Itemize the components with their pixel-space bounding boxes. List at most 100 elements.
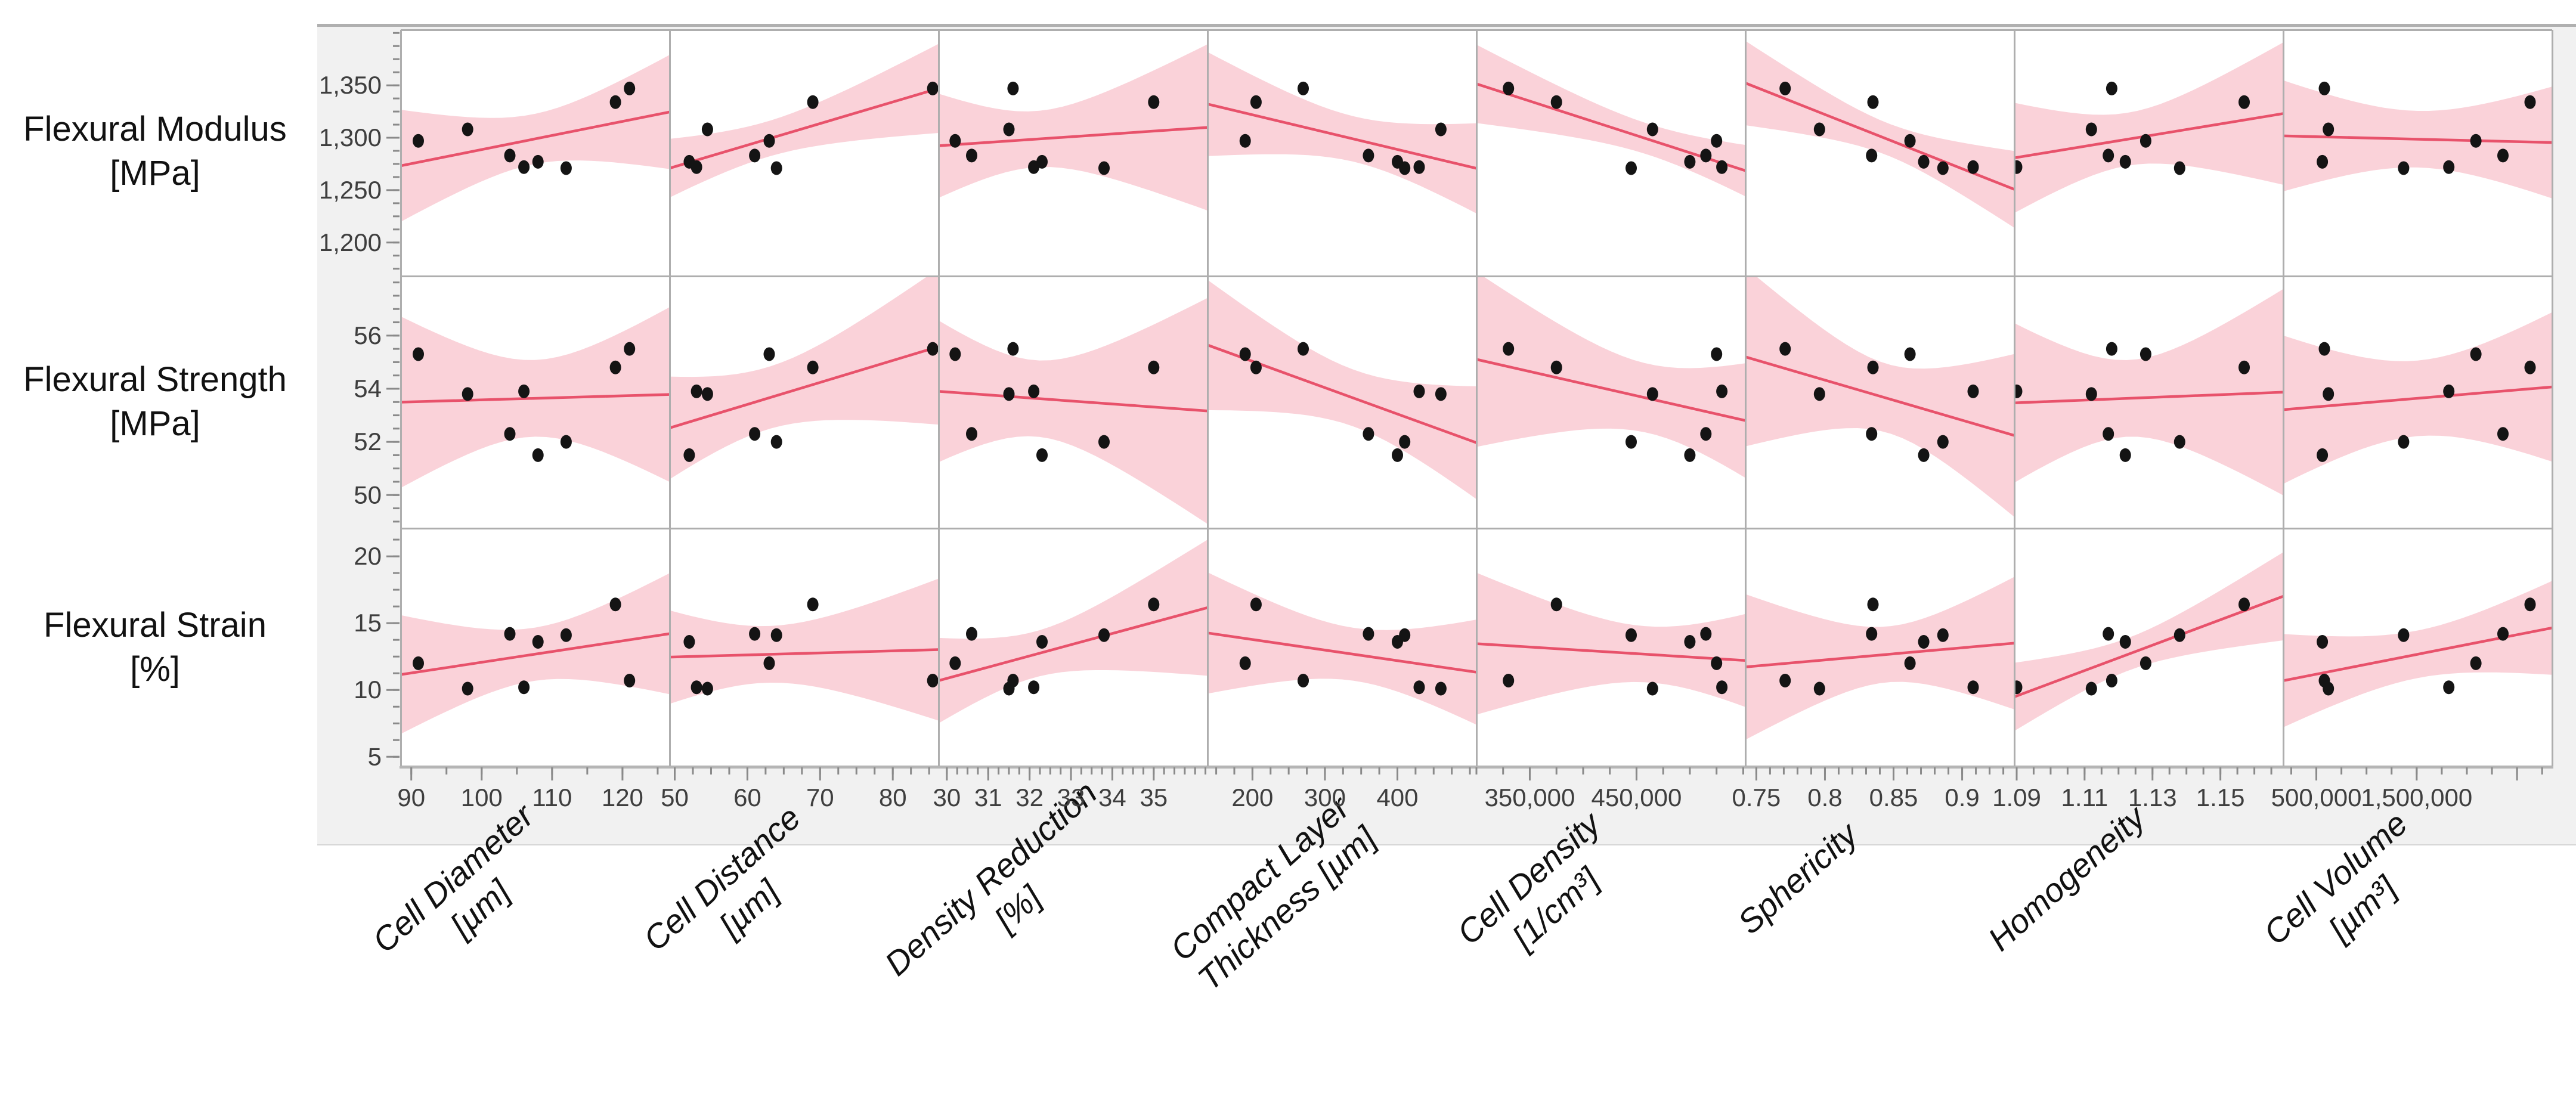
data-point[interactable] — [1711, 656, 1723, 670]
data-point[interactable] — [1148, 597, 1160, 612]
data-point[interactable] — [518, 680, 530, 695]
scatter-cell-strain-vol[interactable] — [2283, 528, 2552, 766]
data-point[interactable] — [949, 656, 961, 670]
scatter-cell-strain-hom[interactable] — [2014, 528, 2283, 766]
data-point[interactable] — [1866, 148, 1878, 163]
data-point[interactable] — [2323, 387, 2334, 401]
data-point[interactable] — [1007, 674, 1019, 687]
scatter-cell-strain-dr[interactable] — [939, 528, 1208, 766]
data-point[interactable] — [2119, 154, 2131, 169]
data-point[interactable] — [1711, 134, 1723, 148]
data-point[interactable] — [1646, 122, 1658, 137]
data-point[interactable] — [1918, 635, 1930, 649]
data-point[interactable] — [1435, 681, 1447, 696]
data-point[interactable] — [2317, 635, 2329, 649]
data-point[interactable] — [1239, 134, 1251, 148]
data-point[interactable] — [2443, 384, 2455, 398]
data-point[interactable] — [1098, 435, 1110, 449]
data-point[interactable] — [413, 656, 424, 670]
data-point[interactable] — [609, 597, 621, 612]
data-point[interactable] — [683, 635, 695, 649]
data-point[interactable] — [1098, 628, 1110, 642]
data-point[interactable] — [1413, 160, 1425, 174]
data-point[interactable] — [2238, 95, 2250, 109]
data-point[interactable] — [691, 384, 702, 398]
data-point[interactable] — [691, 680, 702, 695]
data-point[interactable] — [1967, 680, 1979, 695]
data-point[interactable] — [2317, 448, 2329, 462]
data-point[interactable] — [1007, 81, 1019, 95]
data-point[interactable] — [1250, 597, 1262, 612]
data-point[interactable] — [1684, 635, 1696, 649]
data-point[interactable] — [1028, 680, 1040, 695]
data-point[interactable] — [1239, 656, 1251, 670]
data-point[interactable] — [462, 681, 473, 696]
data-point[interactable] — [609, 95, 621, 109]
data-point[interactable] — [624, 81, 636, 95]
data-point[interactable] — [2174, 628, 2185, 642]
scatter-cell-mod-hom[interactable] — [2014, 30, 2283, 276]
data-point[interactable] — [532, 635, 544, 649]
data-point[interactable] — [1867, 360, 1879, 374]
scatter-cell-mod-dia[interactable] — [401, 30, 670, 276]
data-point[interactable] — [2323, 122, 2334, 137]
data-point[interactable] — [1646, 681, 1658, 696]
data-point[interactable] — [2119, 448, 2131, 462]
data-point[interactable] — [2140, 656, 2151, 670]
scatter-cell-mod-cl[interactable] — [1208, 30, 1476, 276]
data-point[interactable] — [1779, 674, 1791, 687]
scatter-cell-strain-cl[interactable] — [1208, 528, 1476, 766]
data-point[interactable] — [807, 597, 819, 612]
data-point[interactable] — [2524, 360, 2536, 374]
data-point[interactable] — [2318, 674, 2330, 687]
data-point[interactable] — [763, 347, 775, 361]
data-point[interactable] — [1550, 95, 1562, 109]
scatter-cell-strain-sph[interactable] — [1745, 528, 2014, 766]
data-point[interactable] — [1918, 448, 1930, 462]
data-point[interactable] — [1646, 387, 1658, 401]
data-point[interactable] — [1036, 635, 1048, 649]
data-point[interactable] — [927, 674, 939, 687]
data-point[interactable] — [1813, 122, 1825, 137]
data-point[interactable] — [1298, 81, 1309, 95]
data-point[interactable] — [763, 134, 775, 148]
data-point[interactable] — [1918, 154, 1930, 169]
data-point[interactable] — [504, 148, 516, 163]
data-point[interactable] — [1363, 427, 1374, 441]
data-point[interactable] — [1363, 148, 1374, 163]
data-point[interactable] — [1779, 81, 1791, 95]
scatter-cell-strain-dist[interactable] — [670, 528, 939, 766]
data-point[interactable] — [2524, 95, 2536, 109]
data-point[interactable] — [966, 427, 977, 441]
scatter-cell-strain-dia[interactable] — [401, 528, 670, 766]
data-point[interactable] — [2174, 435, 2185, 449]
data-point[interactable] — [1937, 628, 1949, 642]
scatter-cell-mod-vol[interactable] — [2283, 30, 2552, 276]
data-point[interactable] — [1298, 342, 1309, 356]
data-point[interactable] — [2443, 680, 2455, 695]
data-point[interactable] — [624, 342, 636, 356]
data-point[interactable] — [770, 161, 782, 175]
data-point[interactable] — [1399, 435, 1411, 449]
data-point[interactable] — [2103, 427, 2114, 441]
data-point[interactable] — [2140, 134, 2151, 148]
data-point[interactable] — [1904, 347, 1916, 361]
data-point[interactable] — [701, 387, 713, 401]
data-point[interactable] — [763, 656, 775, 670]
data-point[interactable] — [749, 427, 761, 441]
data-point[interactable] — [1098, 161, 1110, 175]
data-point[interactable] — [2238, 597, 2250, 612]
data-point[interactable] — [2470, 134, 2482, 148]
data-point[interactable] — [1036, 448, 1048, 462]
data-point[interactable] — [1813, 387, 1825, 401]
data-point[interactable] — [1399, 628, 1411, 642]
data-point[interactable] — [1003, 122, 1015, 137]
data-point[interactable] — [807, 95, 819, 109]
data-point[interactable] — [949, 134, 961, 148]
data-point[interactable] — [504, 627, 516, 641]
data-point[interactable] — [1298, 674, 1309, 687]
data-point[interactable] — [1904, 134, 1916, 148]
data-point[interactable] — [609, 360, 621, 374]
data-point[interactable] — [1813, 681, 1825, 696]
data-point[interactable] — [2119, 635, 2131, 649]
